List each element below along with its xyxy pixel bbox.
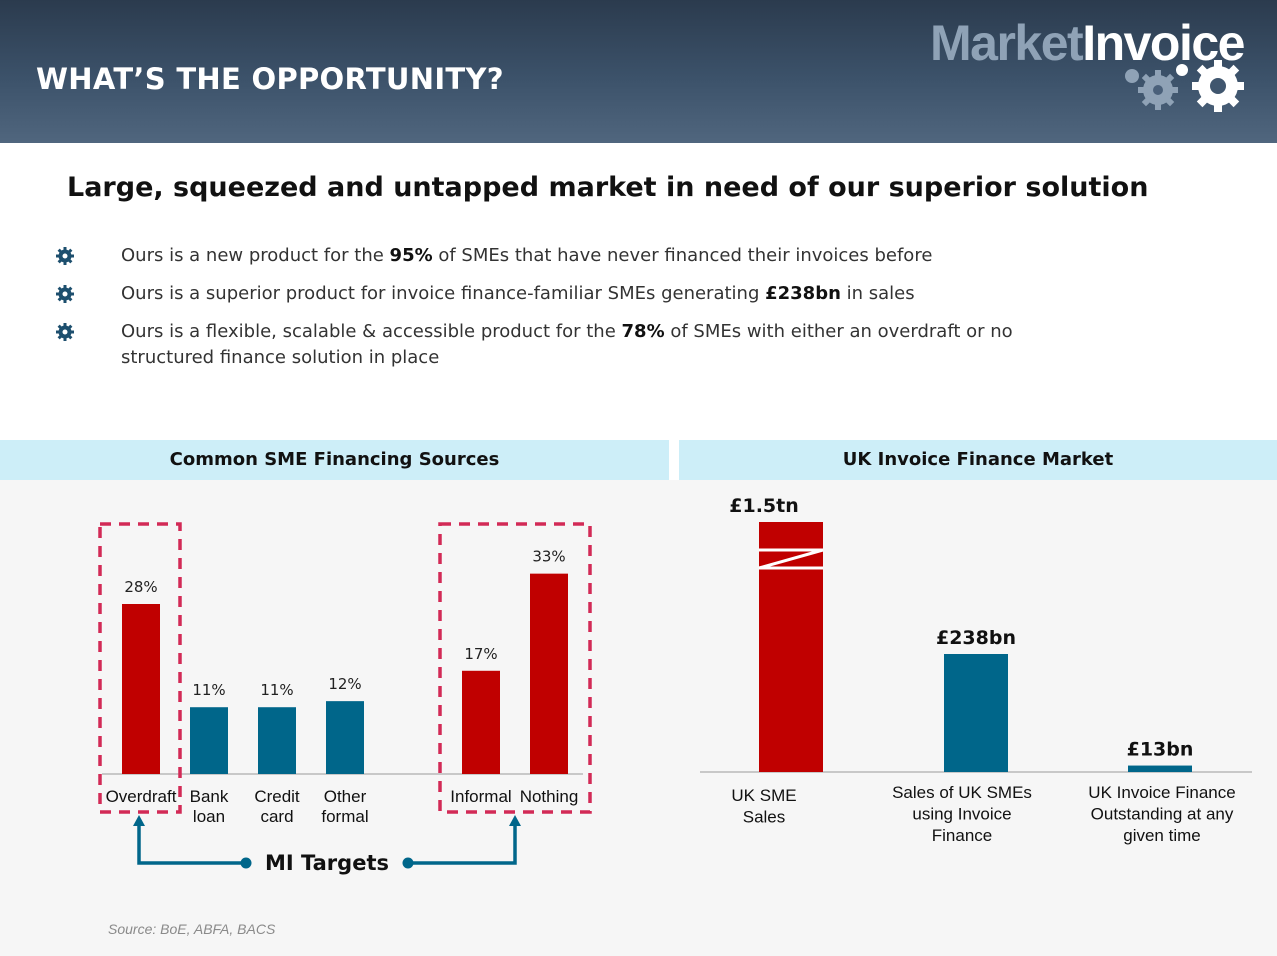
- connector-left: [137, 824, 246, 865]
- invoice-market-chart: £1.5tn UK SME Sales £238bn Sales of UK SMEs u…: [700, 495, 1252, 845]
- tick-label: Outstanding at any: [1091, 805, 1234, 824]
- tick-label: Sales of UK SMEs: [892, 783, 1032, 802]
- axis-break-icon: [758, 548, 824, 570]
- right-chart-title: UK Invoice Finance Market: [679, 440, 1277, 480]
- connector-dot: [240, 857, 252, 869]
- header-band: WHAT’S THE OPPORTUNITY? MarketInvoice: [0, 0, 1277, 143]
- tick-label: Bank: [190, 787, 229, 806]
- bullet-emphasis: £238bn: [765, 283, 841, 304]
- data-label: 33%: [532, 548, 565, 566]
- tick-label: Credit: [254, 787, 300, 806]
- data-label: £1.5tn: [729, 495, 799, 517]
- bar-credit-card: [258, 707, 296, 774]
- gear-bullet-icon: [56, 323, 74, 341]
- bullet-text: in sales: [840, 283, 915, 304]
- tick-label: UK Invoice Finance: [1088, 783, 1235, 802]
- arrow-head-left-icon: [133, 815, 145, 826]
- slide-subtitle: Large, squeezed and untapped market in n…: [67, 172, 1149, 203]
- bullet-text: of SMEs with either an overdraft or no s…: [121, 321, 1013, 368]
- bullet-item: Ours is a new product for the 95% of SME…: [55, 243, 1055, 269]
- connector-right: [408, 824, 517, 865]
- bullet-emphasis: 78%: [621, 321, 665, 342]
- tick-label: card: [260, 807, 293, 826]
- bullet-text: of SMEs that have never financed their i…: [432, 245, 933, 266]
- bullet-text: Ours is a new product for the: [121, 245, 390, 266]
- gear-bullet-icon: [56, 247, 74, 265]
- data-label: £238bn: [936, 627, 1016, 649]
- tick-label: Other: [324, 787, 367, 806]
- tick-label: Overdraft: [106, 787, 177, 806]
- tick-label: Informal: [450, 787, 511, 806]
- left-chart-title: Common SME Financing Sources: [0, 440, 669, 480]
- tick-label: loan: [193, 807, 225, 826]
- highlight-box-overdraft: [98, 522, 182, 814]
- bullet-item: Ours is a superior product for invoice f…: [55, 281, 1055, 307]
- bullet-text: Ours is a superior product for invoice f…: [121, 283, 766, 304]
- bar-overdraft: [122, 604, 160, 774]
- arrow-head-right-icon: [509, 815, 521, 826]
- tick-label: Sales: [743, 808, 786, 827]
- tick-label: using Invoice: [912, 805, 1011, 824]
- highlight-box-informal-nothing: [438, 522, 592, 814]
- source-note: Source: BoE, ABFA, BACS: [108, 921, 276, 937]
- logo-wordmark: MarketInvoice: [930, 15, 1245, 71]
- data-label: 12%: [328, 675, 361, 693]
- market-invoice-logo: MarketInvoice: [930, 14, 1265, 114]
- connector-dot: [402, 857, 414, 869]
- data-label: 11%: [192, 681, 225, 699]
- tick-label: Finance: [932, 826, 992, 845]
- mi-targets-label: MI Targets: [265, 851, 389, 875]
- page-title: WHAT’S THE OPPORTUNITY?: [36, 62, 504, 96]
- data-label: 11%: [260, 681, 293, 699]
- logo-gears-icon: [1125, 60, 1244, 112]
- tick-label: given time: [1123, 826, 1200, 845]
- bar-invoice-finance-outstanding: [1128, 765, 1192, 772]
- bar-bank-loan: [190, 707, 228, 774]
- bullet-emphasis: 95%: [389, 245, 433, 266]
- bar-sales-using-invoice-finance: [944, 654, 1008, 772]
- gear-bullet-icon: [56, 285, 74, 303]
- bullet-item: Ours is a flexible, scalable & accessibl…: [55, 319, 1055, 371]
- tick-label: UK SME: [731, 786, 796, 805]
- data-label: 28%: [124, 578, 157, 596]
- tick-label: Nothing: [520, 787, 579, 806]
- bar-other-formal: [326, 701, 364, 774]
- data-label: 17%: [464, 645, 497, 663]
- bullet-list: Ours is a new product for the 95% of SME…: [55, 243, 1055, 383]
- bullet-text: Ours is a flexible, scalable & accessibl…: [121, 321, 622, 342]
- bar-informal: [462, 670, 500, 774]
- bar-nothing: [530, 573, 568, 774]
- tick-label: formal: [321, 807, 368, 826]
- data-label: £13bn: [1127, 739, 1194, 761]
